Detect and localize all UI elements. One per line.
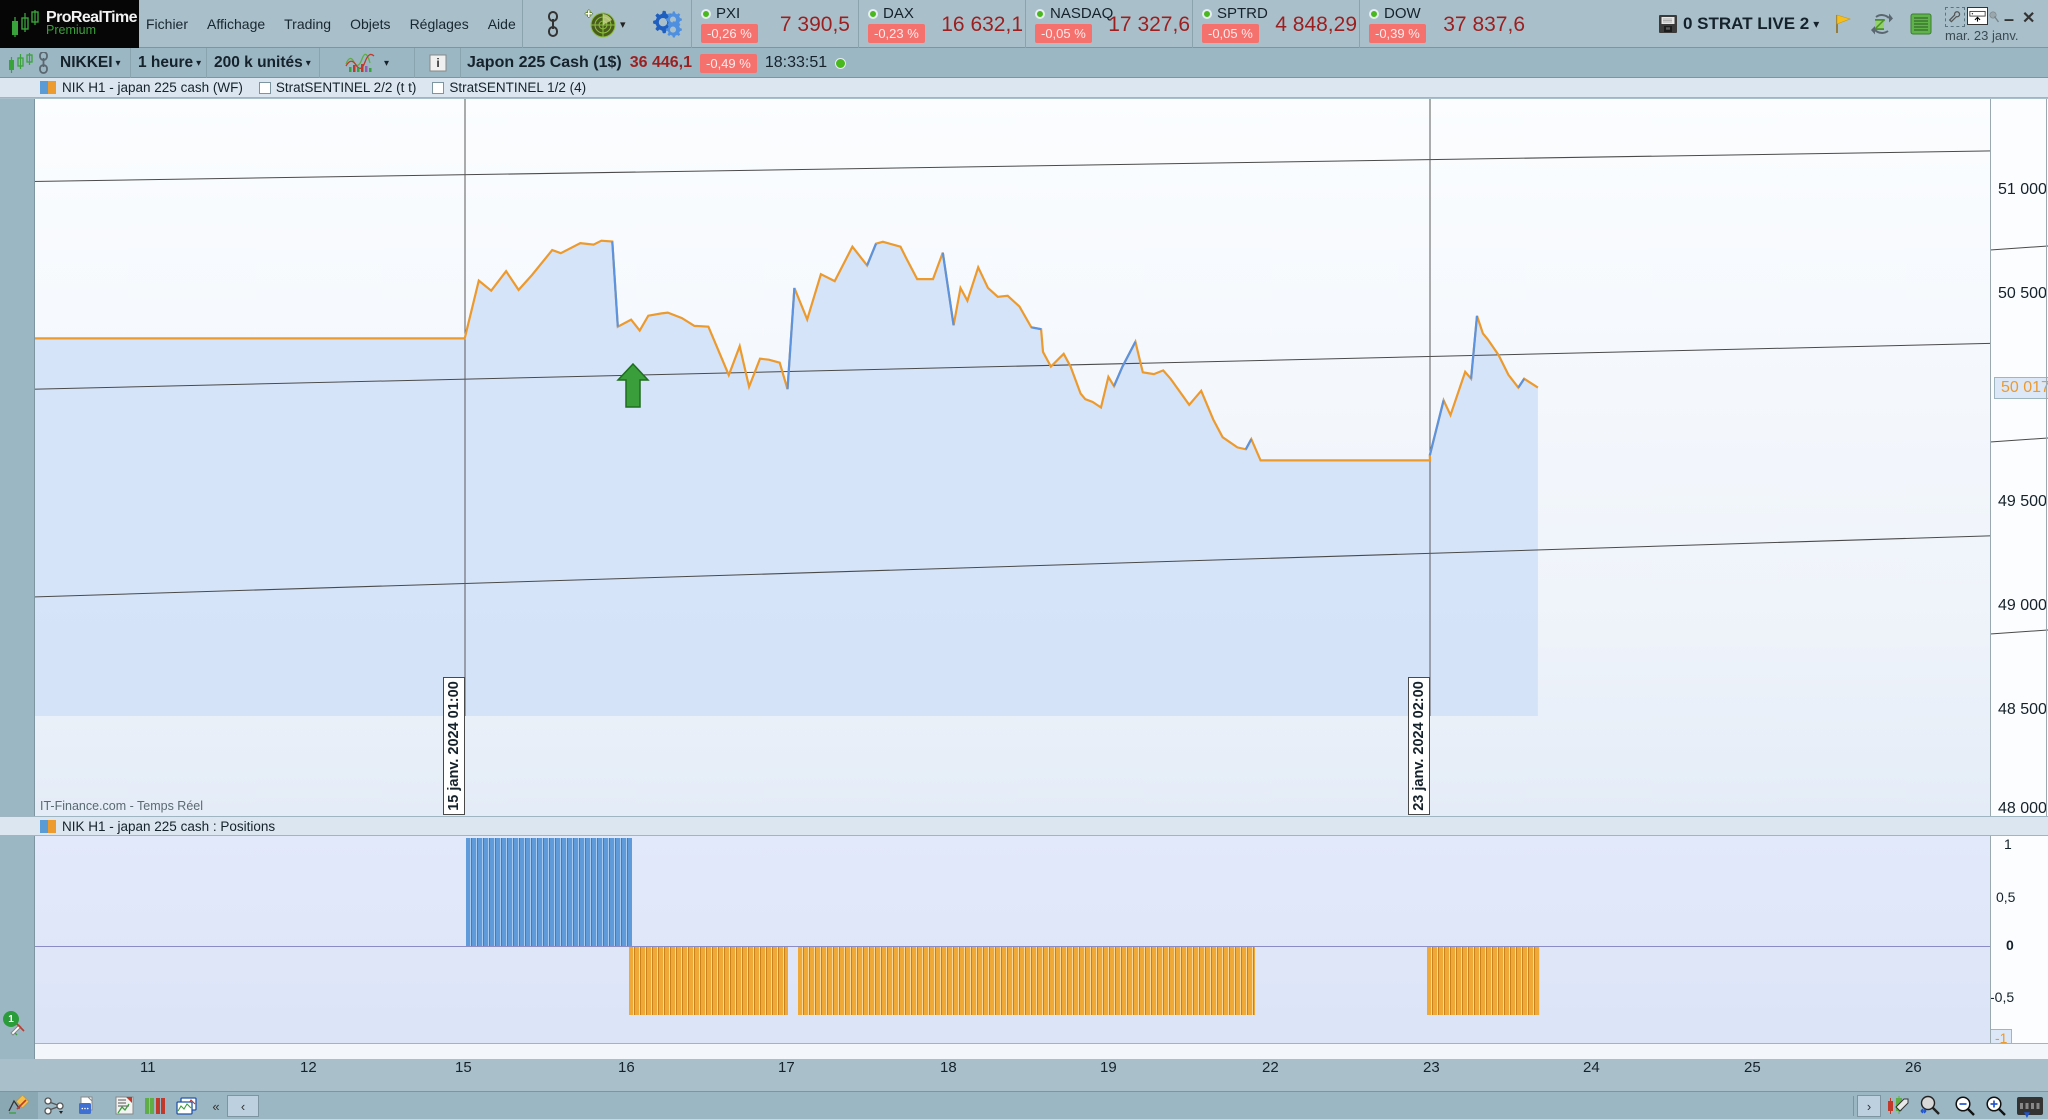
svg-text:i: i [436,56,439,70]
